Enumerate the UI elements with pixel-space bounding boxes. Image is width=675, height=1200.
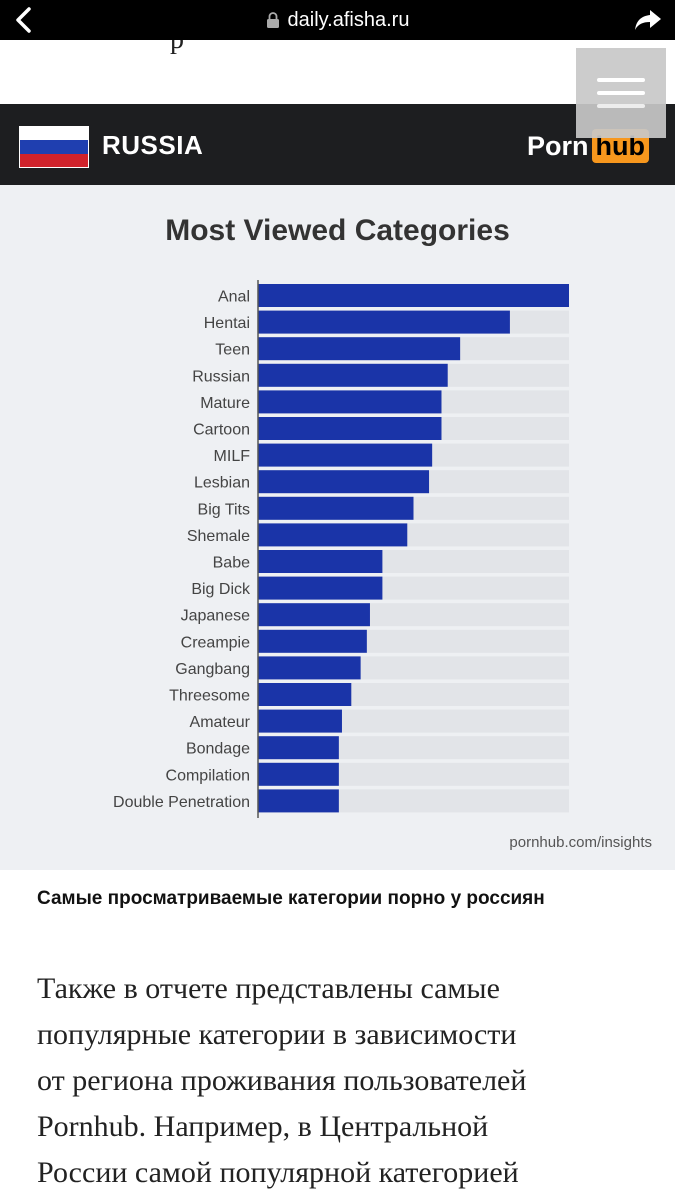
bar-babe <box>258 550 383 573</box>
category-label: Anal <box>218 289 250 306</box>
paragraph-line: России самой популярной категорией <box>37 1156 519 1189</box>
browser-toolbar: daily.afisha.ru <box>0 0 675 40</box>
bar-double-penetration <box>258 789 339 813</box>
bar-anal <box>258 284 569 307</box>
image-caption: Самые просматриваемые категории порно у … <box>37 888 545 909</box>
category-label: Amateur <box>190 714 251 731</box>
category-label: Threesome <box>169 688 250 705</box>
category-label: Compilation <box>166 767 250 784</box>
category-label: Big Dick <box>191 581 251 598</box>
bar-russian <box>258 363 448 387</box>
menu-line-icon <box>597 104 645 108</box>
category-label: Bondage <box>186 741 250 758</box>
hamburger-menu-button[interactable] <box>576 48 666 138</box>
paragraph-line: популярные категории в зависимости <box>37 1018 517 1051</box>
category-label: Creampie <box>181 634 250 651</box>
paragraph-line: Также в отчете представлены самые <box>37 972 500 1005</box>
category-label: Mature <box>200 395 250 412</box>
category-label: Lesbian <box>194 475 250 492</box>
paragraph-line: от региона проживания пользователей <box>37 1064 527 1097</box>
bar-cartoon <box>258 417 442 440</box>
bar-big-tits <box>258 496 414 520</box>
bar-compilation <box>258 762 339 786</box>
category-label: Hentai <box>204 315 250 332</box>
category-label: Russian <box>192 368 250 385</box>
truncated-text: р <box>170 40 184 56</box>
bar-bondage <box>258 736 339 760</box>
address-bar[interactable]: daily.afisha.ru <box>0 0 675 40</box>
bar-teen <box>258 337 461 361</box>
page-content-top: р <box>0 40 675 104</box>
chevron-left-icon <box>16 7 31 33</box>
bar-japanese <box>258 603 370 627</box>
lock-icon <box>266 12 279 28</box>
bar-amateur <box>258 709 342 733</box>
category-label: Gangbang <box>175 661 250 678</box>
bar-mature <box>258 390 442 414</box>
source-credit: pornhub.com/insights <box>509 834 652 851</box>
bar-gangbang <box>258 656 361 680</box>
category-label: Japanese <box>181 608 250 625</box>
menu-line-icon <box>597 91 645 95</box>
bar-chart: Anal Hentai Teen Russian Mature Cartoon MILF Le… <box>113 280 569 818</box>
category-label: Double Penetration <box>113 794 250 811</box>
flag-stripe-red <box>20 153 88 167</box>
infographic-image: RUSSIA Porn hub Most Viewed Categories A… <box>0 104 675 870</box>
category-label: MILF <box>214 448 251 465</box>
category-label: Babe <box>213 555 250 572</box>
back-button[interactable] <box>8 4 38 36</box>
bar-threesome <box>258 683 352 706</box>
paragraph-line: Pornhub. Например, в Центральной <box>37 1110 489 1143</box>
country-name: RUSSIA <box>102 130 204 160</box>
article-paragraph: Также в отчете представлены самые популя… <box>37 966 637 1196</box>
infographic-header: RUSSIA Porn hub <box>0 104 675 185</box>
chart-title: Most Viewed Categories <box>165 214 510 247</box>
bar-creampie <box>258 629 367 653</box>
url-text: daily.afisha.ru <box>287 8 410 31</box>
share-button[interactable] <box>631 4 665 36</box>
flag-stripe-blue <box>20 140 88 154</box>
bar-milf <box>258 443 433 467</box>
bar-hentai <box>258 310 510 334</box>
share-arrow-icon <box>635 10 661 30</box>
category-label: Shemale <box>187 528 250 545</box>
bar-shemale <box>258 523 408 547</box>
category-label: Teen <box>215 342 250 359</box>
category-label: Cartoon <box>193 422 250 439</box>
russia-flag-icon <box>19 126 89 168</box>
flag-stripe-white <box>20 127 88 141</box>
bar-lesbian <box>258 470 430 494</box>
menu-line-icon <box>597 78 645 82</box>
bar-big-dick <box>258 576 383 600</box>
category-label: Big Tits <box>198 501 250 518</box>
